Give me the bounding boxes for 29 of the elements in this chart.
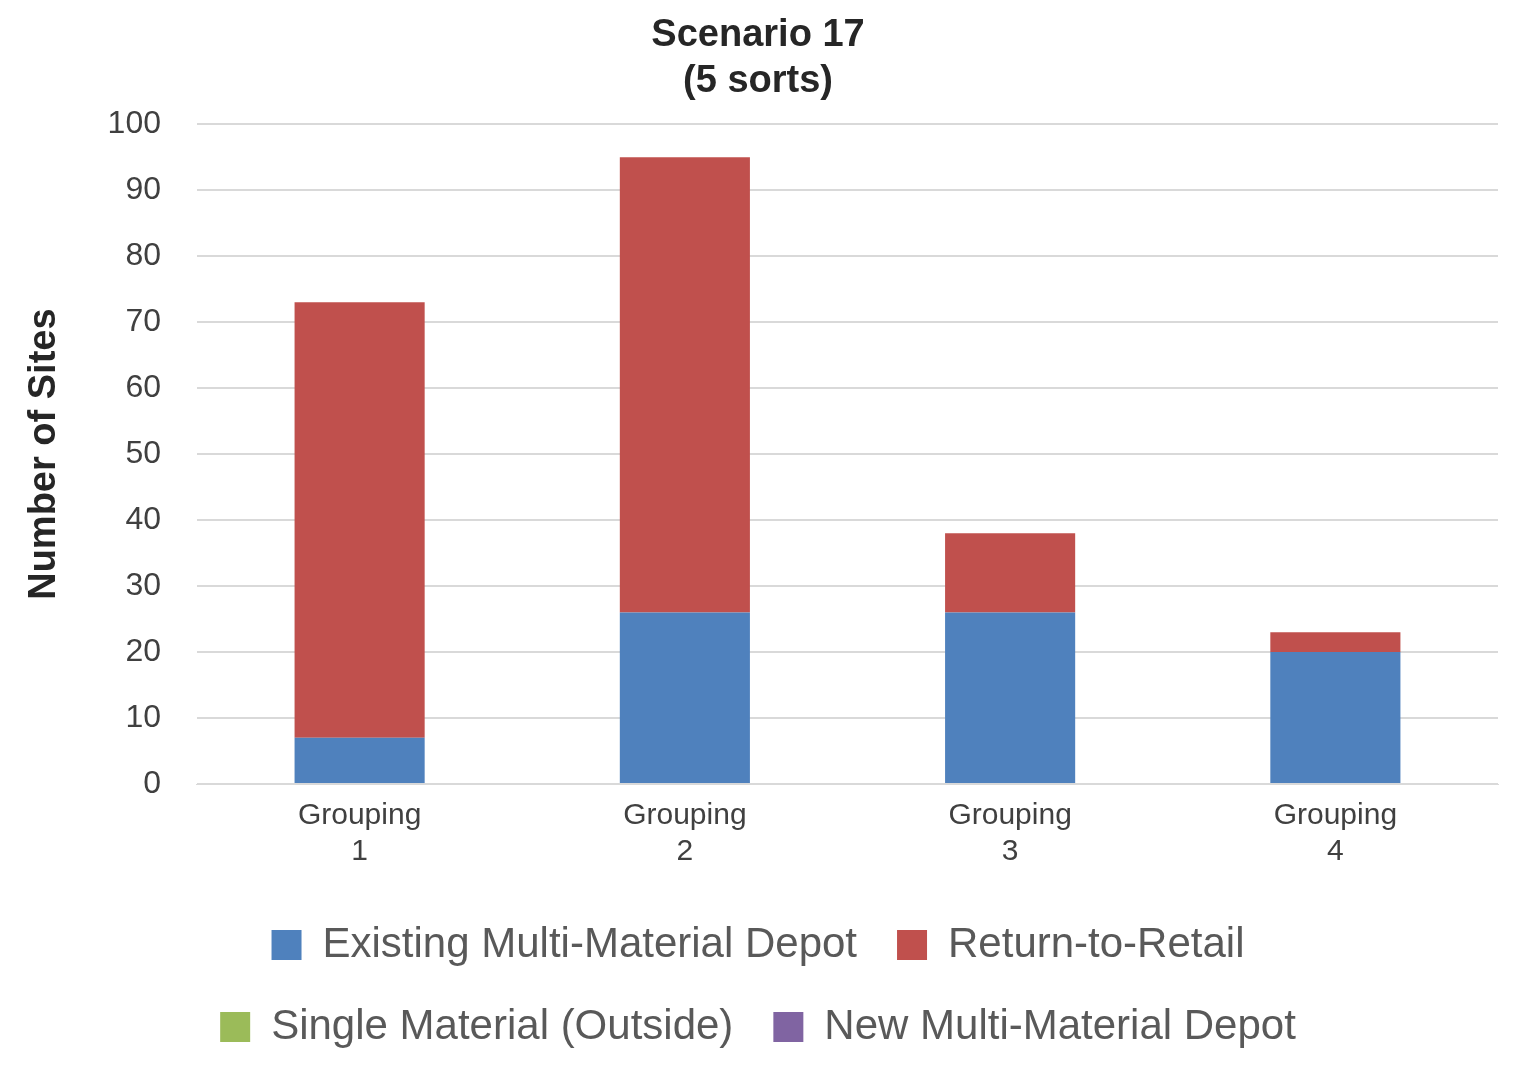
y-tick-label: 50	[125, 433, 161, 470]
bar	[619, 612, 750, 783]
bar	[1270, 632, 1401, 653]
y-tick-label: 70	[125, 301, 161, 338]
y-tick-label: 100	[107, 104, 161, 141]
chart-title: Scenario 17 (5 sorts)	[651, 12, 865, 100]
bar	[945, 533, 1076, 613]
y-tick-label: 20	[125, 631, 161, 668]
bar	[619, 157, 750, 613]
y-axis-title: Number of Sites	[21, 308, 64, 600]
bar	[1270, 652, 1401, 783]
x-tick-label: Grouping 1	[297, 797, 422, 867]
x-tick-label: Grouping 3	[948, 797, 1072, 867]
y-tick-label: 90	[125, 170, 161, 207]
legend-label: Return-to-Retail	[948, 918, 1245, 966]
y-tick-label: 60	[125, 367, 161, 404]
bar	[294, 737, 425, 783]
y-tick-label: 80	[125, 235, 161, 272]
x-tick-label: Grouping 2	[623, 797, 747, 867]
legend-label: Existing Multi-Material Depot	[322, 918, 858, 966]
y-tick-label: 0	[143, 763, 161, 800]
bar	[294, 302, 425, 738]
y-tick-label: 30	[125, 565, 161, 602]
legend-label: Single Material (Outside)	[271, 1000, 734, 1048]
x-tick-label: Grouping 4	[1273, 797, 1398, 867]
legend-label: New Multi-Material Depot	[824, 1000, 1297, 1048]
y-tick-label: 40	[125, 499, 161, 536]
bar	[945, 612, 1076, 783]
y-tick-label: 10	[125, 697, 161, 734]
